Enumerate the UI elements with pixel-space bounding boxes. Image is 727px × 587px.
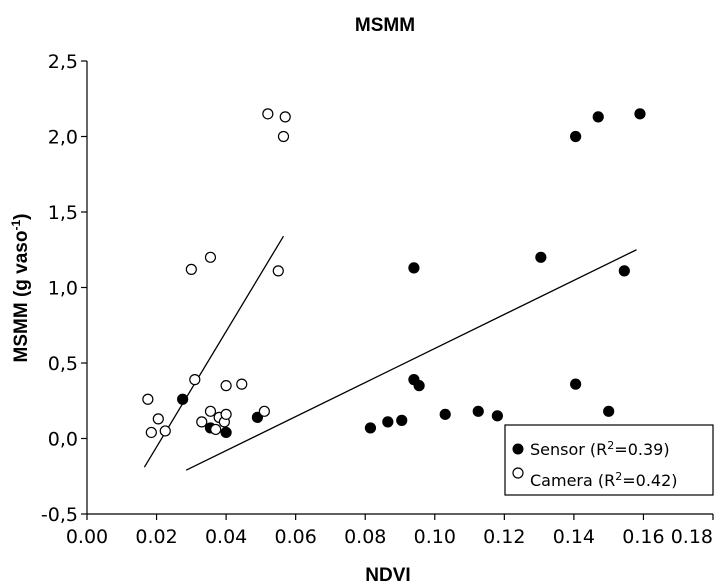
x-tick-label: 0.12 bbox=[483, 526, 525, 548]
point-camera bbox=[236, 378, 248, 390]
point-camera bbox=[210, 423, 222, 436]
point-sensor bbox=[491, 410, 503, 422]
x-tick-label: 0.10 bbox=[414, 526, 456, 548]
x-ticks: 0.00 0.02 0.04 0.06 0.08 0.10 0.12 0.14 0.16 0.18 bbox=[66, 514, 714, 548]
point-camera bbox=[145, 426, 157, 439]
legend-label-sensor-superscript: 2 bbox=[607, 439, 614, 452]
y-tick-label: -0,5 bbox=[41, 504, 78, 526]
point-sensor bbox=[413, 380, 425, 392]
legend-label-sensor-suffix: =0.39) bbox=[614, 440, 669, 459]
point-sensor bbox=[603, 405, 615, 417]
point-sensor bbox=[177, 393, 189, 405]
legend-label-sensor-prefix: Sensor (R bbox=[530, 440, 607, 459]
legend-label-camera: Camera (R2=0.42) bbox=[530, 470, 678, 490]
legend-box bbox=[504, 424, 714, 496]
y-axis-label-superscript: -1 bbox=[9, 220, 23, 231]
point-sensor bbox=[618, 265, 630, 277]
y-tick-label: 0,0 bbox=[48, 429, 78, 451]
x-tick-label: 0.02 bbox=[135, 526, 177, 548]
x-axis-label: NDVI bbox=[365, 565, 410, 586]
point-sensor bbox=[634, 108, 646, 120]
point-camera bbox=[272, 265, 284, 277]
legend-label-camera-superscript: 2 bbox=[615, 470, 622, 483]
x-tick-label: 0.08 bbox=[344, 526, 386, 548]
legend-label-camera-prefix: Camera (R bbox=[530, 471, 615, 490]
x-tick-label: 0.00 bbox=[66, 526, 108, 548]
point-sensor bbox=[535, 251, 547, 263]
legend-marker-sensor bbox=[512, 443, 524, 455]
point-sensor bbox=[570, 378, 582, 390]
point-camera bbox=[142, 393, 154, 405]
legend-label-sensor: Sensor (R2=0.39) bbox=[530, 439, 670, 459]
point-camera bbox=[152, 413, 164, 425]
point-camera bbox=[204, 405, 217, 417]
y-axis-label: MSMM (g vaso-1) bbox=[9, 214, 32, 363]
point-sensor bbox=[251, 411, 264, 423]
legend-marker-camera bbox=[512, 467, 524, 479]
x-tick-label: 0.14 bbox=[553, 526, 595, 548]
legend-label-camera-suffix: =0.42) bbox=[622, 471, 677, 490]
point-camera bbox=[220, 408, 232, 420]
y-tick-label: 2,5 bbox=[48, 51, 78, 73]
axes: -0,50,00,51,01,52,02,5 0.00 0.02 0.04 0.06 0… bbox=[41, 51, 714, 548]
point-camera bbox=[279, 111, 291, 123]
point-sensor bbox=[439, 408, 451, 420]
x-tick-label: 0.04 bbox=[205, 526, 247, 548]
point-sensor bbox=[570, 130, 582, 143]
x-tick-label: 0.18 bbox=[671, 526, 713, 548]
point-camera bbox=[159, 425, 171, 437]
y-tick-label: 2,0 bbox=[48, 127, 78, 149]
point-camera bbox=[277, 130, 290, 143]
fit-line-sensor bbox=[185, 249, 637, 471]
y-tick-label: 1,5 bbox=[48, 202, 78, 224]
y-tick-label: 0,5 bbox=[48, 353, 78, 375]
point-sensor bbox=[364, 422, 377, 434]
point-camera bbox=[185, 263, 197, 275]
point-sensor bbox=[472, 405, 484, 417]
point-sensor bbox=[592, 111, 604, 123]
point-sensor bbox=[396, 414, 408, 426]
legend: Sensor (R2=0.39) Camera (R2=0.42) bbox=[504, 424, 714, 496]
point-sensor bbox=[408, 262, 420, 274]
y-axis-label-main: MSMM (g vaso bbox=[11, 231, 32, 363]
point-camera bbox=[258, 405, 270, 417]
point-sensor bbox=[220, 426, 232, 439]
y-tick-label: 1,0 bbox=[48, 278, 78, 300]
data-points bbox=[142, 108, 646, 439]
point-camera bbox=[204, 251, 217, 263]
chart-title: MSMM bbox=[355, 15, 415, 36]
y-ticks: -0,5 0,0 0,5 1,0 1,5 2,0 2,5 bbox=[41, 51, 87, 526]
point-camera bbox=[196, 416, 208, 428]
point-camera bbox=[262, 108, 274, 120]
x-tick-label: 0.06 bbox=[275, 526, 317, 548]
y-axis-label-close: ) bbox=[11, 214, 32, 220]
point-camera bbox=[189, 374, 201, 386]
x-tick-label: 0.16 bbox=[622, 526, 664, 548]
point-sensor bbox=[382, 416, 394, 428]
point-camera bbox=[220, 380, 232, 392]
